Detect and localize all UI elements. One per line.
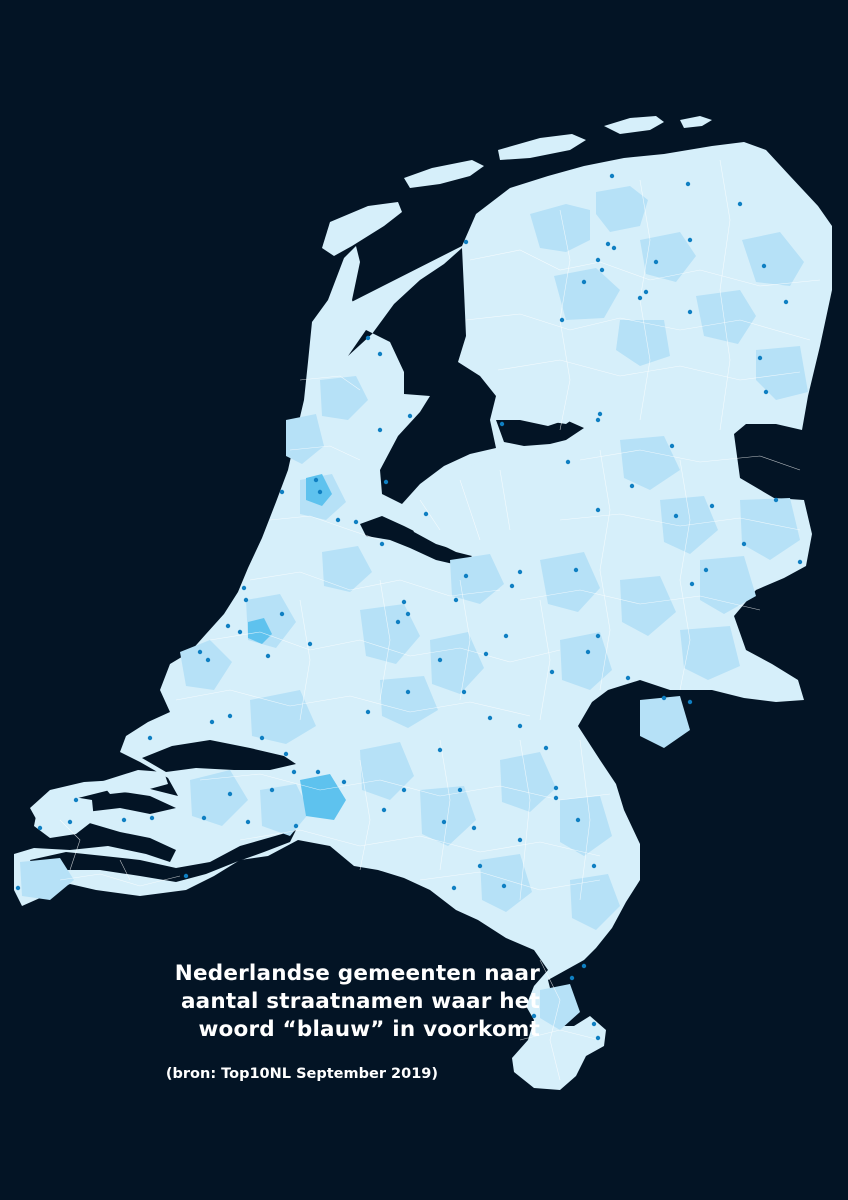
island-ameland xyxy=(604,116,664,134)
municipalities-high xyxy=(248,474,346,820)
municipality-borders xyxy=(59,159,821,1081)
ijsselmeer xyxy=(348,248,496,504)
island-schiermonnikoog xyxy=(680,116,712,128)
inland-water xyxy=(30,248,584,882)
walcheren xyxy=(34,796,94,838)
ketelmeer xyxy=(496,420,584,446)
map-title: Nederlandse gemeenten naar aantal straat… xyxy=(0,960,540,1044)
schouwen xyxy=(100,770,168,794)
mainland-north xyxy=(14,142,832,1090)
municipality-zoetermeer xyxy=(248,618,272,644)
noordoostpolder xyxy=(500,372,580,424)
municipality-haarlem-area xyxy=(306,474,332,506)
island-terschelling xyxy=(498,134,586,160)
island-vlieland xyxy=(404,160,484,188)
title-line-1: Nederlandse gemeenten naar xyxy=(174,961,540,986)
flevoland xyxy=(406,450,548,552)
haringvliet xyxy=(142,740,296,772)
map-source: (bron: Top10NL September 2019) xyxy=(165,1066,438,1082)
municipality-breda xyxy=(300,774,346,820)
title-line-3: woord “blauw” in voorkomt xyxy=(198,1017,540,1042)
oosterschelde xyxy=(70,790,176,814)
title-line-2: aantal straatnamen waar het xyxy=(180,989,540,1014)
wadden-islands xyxy=(322,116,712,256)
island-texel xyxy=(322,202,402,256)
randmeren xyxy=(360,516,472,566)
municipalities-mid xyxy=(20,186,808,1030)
westerschelde xyxy=(30,830,296,882)
blauw-street-dots xyxy=(15,173,803,1041)
